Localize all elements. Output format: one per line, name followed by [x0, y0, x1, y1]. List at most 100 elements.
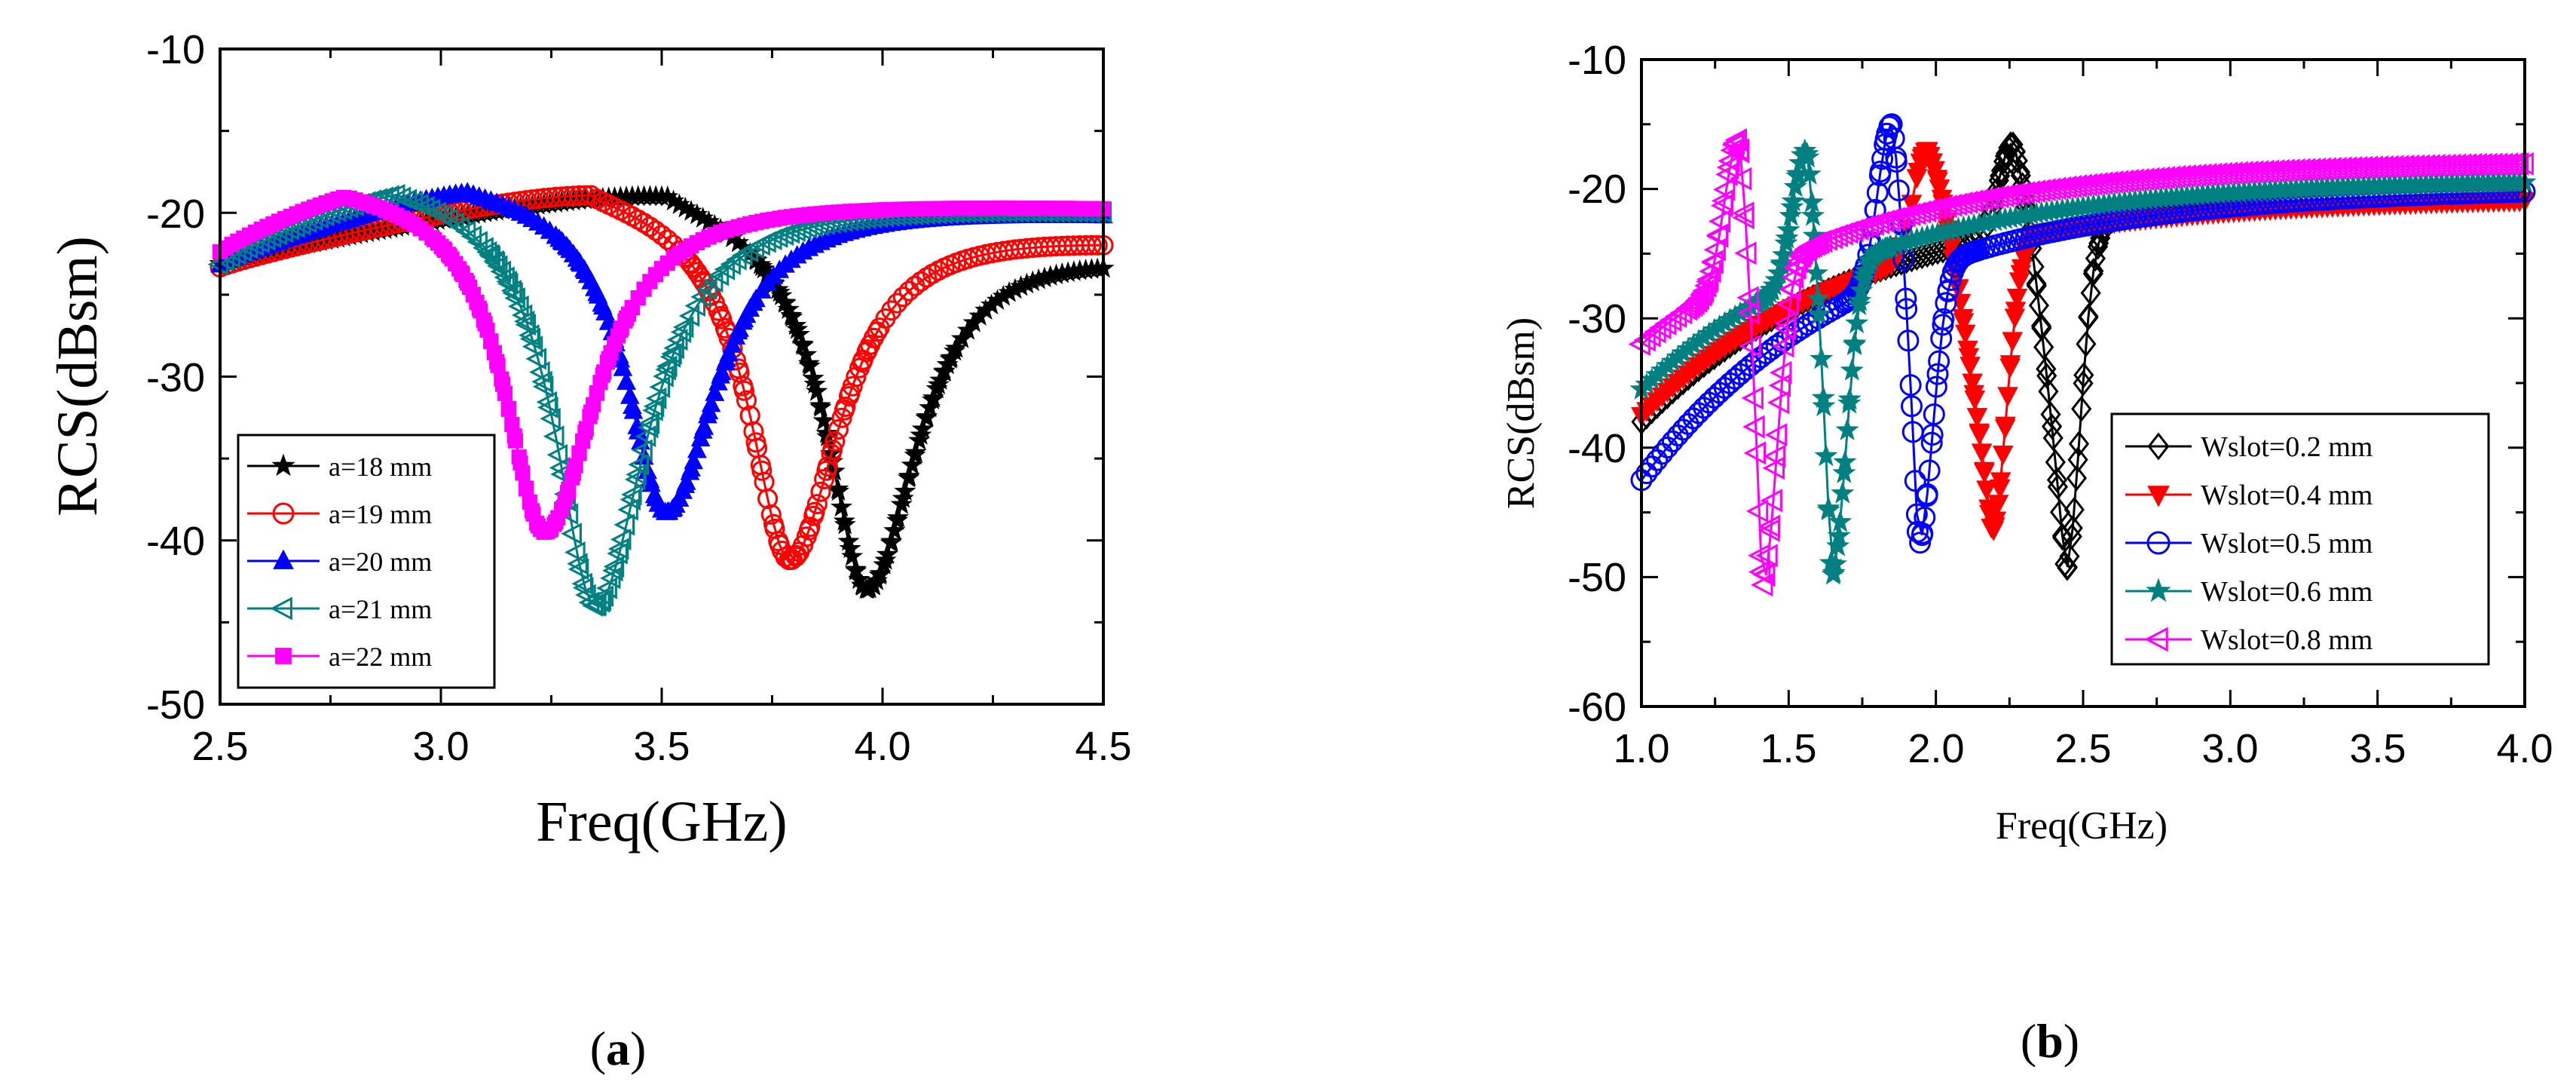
- chart-a-data-point: [508, 295, 529, 317]
- chart-b-data-point: [1750, 573, 1773, 597]
- chart-b-data-point: [1906, 520, 1929, 543]
- chart-b-data-point: [1837, 387, 1862, 409]
- chart-b-data-point: [1923, 403, 1945, 425]
- chart-a-data-point: [653, 365, 674, 388]
- chart-a-data-point: [616, 371, 636, 390]
- chart-a-data-point: [580, 185, 601, 206]
- chart-b-data-point: [1742, 415, 1765, 439]
- chart-a-data-point: [934, 257, 955, 278]
- chart-b-data-point: [1952, 308, 1974, 329]
- chart-a-data-point: [791, 333, 814, 354]
- chart-b-data-point: [2434, 153, 2456, 177]
- chart-b-data-point: [1720, 138, 1742, 162]
- chart-b-data-point: [1763, 444, 1786, 468]
- chart-b-data-point: [1930, 327, 1953, 350]
- chart-a-data-point: [940, 255, 961, 276]
- chart-a-data-point: [645, 387, 667, 409]
- chart-b-data-point: [2449, 153, 2472, 177]
- chart-a-data-point: [604, 197, 626, 218]
- chart-b-data-point: [2004, 308, 2026, 329]
- chart-b-data-point: [1844, 311, 1869, 334]
- chart-a-ytick-label: -50: [146, 682, 205, 728]
- chart-b-data-point: [1966, 240, 1988, 262]
- chart-b-data-point: [1984, 234, 2006, 257]
- chart-b-data-point: [2082, 260, 2103, 287]
- chart-b-legend-marker: [2144, 627, 2168, 652]
- chart-a-data-point: [607, 538, 629, 560]
- chart-a-data-point: [1093, 234, 1114, 256]
- chart-a-data-point: [781, 305, 803, 327]
- chart-a-legend: a=18 mm a=19 mm a=20 mm a=21 mm a=22 mm: [237, 434, 496, 689]
- chart-a-data-point: [788, 323, 810, 345]
- chart-b-data-point: [2007, 147, 2028, 174]
- chart-a-data-point: [747, 437, 768, 458]
- chart-b-data-point: [2009, 158, 2031, 185]
- chart-a-xtick-label: 4.5: [1075, 724, 1131, 769]
- chart-b-data-point: [2051, 219, 2073, 241]
- chart-b-data-point: [1691, 279, 1715, 303]
- chart-b-data-point: [1718, 149, 1740, 173]
- chart-b-data-point: [1852, 263, 1875, 286]
- chart-b-data-point: [1768, 373, 1791, 397]
- chart-b-legend-box: [2110, 412, 2490, 666]
- chart-b-data-point: [1833, 449, 1857, 473]
- chart-b-data-point: [2046, 467, 2068, 493]
- chart-a-legend-label: a=20 mm: [329, 547, 432, 577]
- chart-a-data-point: [623, 400, 644, 419]
- chart-b-xtick-label: 3.5: [2349, 726, 2406, 771]
- chart-a-data-point: [515, 314, 537, 336]
- chart-a-data-point: [596, 577, 617, 599]
- chart-b-data-point: [1868, 164, 1891, 186]
- chart-a-data-point: [448, 216, 470, 238]
- chart-b-data-point: [1703, 238, 1726, 262]
- chart-a-legend-marker: [272, 502, 295, 525]
- chart-a-data-point: [378, 185, 399, 207]
- chart-a-data-point: [620, 385, 640, 404]
- chart-b-data-point: [1883, 207, 1905, 231]
- chart-a-data-point: [603, 555, 625, 578]
- chart-b-data-point: [2025, 224, 2048, 247]
- chart-a-data-point: [908, 429, 931, 450]
- chart-a-data-point: [1087, 234, 1108, 256]
- chart-b-data-point: [1693, 274, 1717, 298]
- chart-a-data-point: [532, 375, 554, 398]
- chart-b-data-point: [1800, 190, 1824, 213]
- chart-a-data-point: [901, 453, 923, 475]
- chart-b-data-point: [2062, 515, 2083, 541]
- chart-a-data-point: [529, 361, 550, 384]
- chart-b-data-point: [1743, 441, 1767, 465]
- chart-a-data-point: [627, 415, 647, 434]
- chart-panel-a: 2.5 3.0 3.5 4.0 4.5 -50 -40 -30 -20 -10 …: [46, 27, 1132, 1075]
- chart-a-data-point: [473, 237, 494, 259]
- chart-b-legend-marker: [2146, 578, 2171, 602]
- chart-a-data-point: [655, 358, 676, 381]
- chart-b-data-point: [1781, 188, 1805, 212]
- chart-a-data-point: [574, 185, 595, 206]
- chart-a-data-point: [898, 467, 920, 488]
- chart-a-data-point: [834, 513, 856, 535]
- chart-b-data-point: [2041, 221, 2064, 244]
- chart-a-legend-marker: [273, 549, 294, 569]
- chart-a-data-point: [883, 519, 906, 541]
- chart-b-legend-label: Wslot=0.4 mm: [2201, 480, 2373, 511]
- chart-b-data-point: [1877, 208, 1900, 232]
- chart-a-data-point: [622, 206, 643, 227]
- chart-a-data-point: [504, 416, 520, 433]
- chart-a-data-point: [736, 390, 757, 411]
- chart-b-data-point: [1795, 141, 1819, 164]
- chart-b-data-point: [2464, 152, 2487, 176]
- chart-b-data-point: [2045, 220, 2069, 242]
- chart-b-data-point: [2036, 222, 2058, 244]
- chart-b-data-point: [1722, 131, 1745, 155]
- chart-b-data-point: [1779, 204, 1803, 226]
- chart-a-data-point: [476, 241, 497, 263]
- chart-b-data-point: [1734, 359, 1757, 381]
- chart-b-data-point: [2083, 258, 2104, 284]
- chart-b-ytick-label: -20: [1568, 167, 1626, 212]
- chart-a-data-point: [518, 480, 534, 496]
- chart-b-data-point: [1929, 179, 1950, 200]
- chart-a-data-point: [638, 412, 660, 434]
- chart-b-data-point: [1950, 192, 1973, 215]
- chart-a-data-point: [744, 292, 763, 311]
- chart-b-data-point: [2047, 474, 2069, 501]
